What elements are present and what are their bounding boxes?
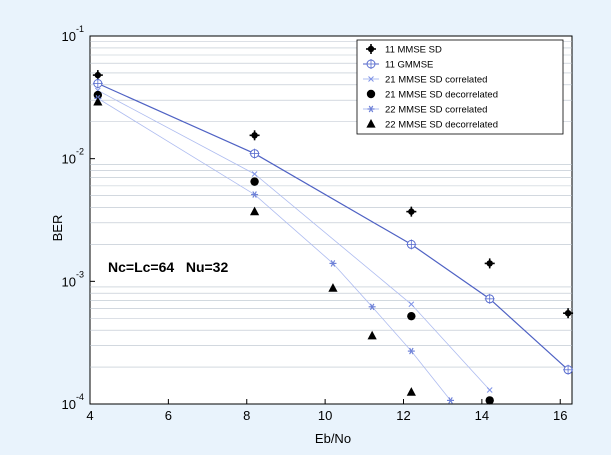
grid-lines	[90, 41, 572, 368]
y-tick-base: 10	[62, 274, 76, 289]
star-marker-arm	[369, 303, 375, 311]
series-line	[97, 98, 451, 401]
star-marker-arm	[409, 347, 414, 355]
data-point	[447, 397, 455, 404]
y-axis-label: BER	[50, 215, 65, 242]
series	[92, 78, 574, 375]
data-point	[329, 260, 337, 267]
star-marker-arm	[448, 397, 453, 404]
y-tick-label: 10-4	[62, 392, 84, 412]
legend-label: 21 MMSE SD decorrelated	[385, 90, 498, 101]
data-point	[368, 76, 374, 82]
data-point	[251, 191, 259, 198]
data-point	[92, 70, 103, 81]
x-tick-label: 12	[396, 408, 410, 423]
data-point	[367, 105, 375, 113]
y-tick-label: 10-2	[62, 147, 84, 167]
y-tick-label: 10-3	[62, 269, 84, 289]
data-point	[368, 303, 376, 311]
x-tick-label: 14	[475, 408, 489, 423]
legend: 11 MMSE SD 11 GMMSE 21 MMSE SD correlated 2…	[356, 39, 564, 135]
data-point	[408, 301, 415, 308]
legend-label: 21 MMSE SD correlated	[385, 75, 487, 86]
y-tick-label: 10-1	[62, 24, 84, 44]
data-point	[406, 206, 417, 217]
data-point	[484, 293, 495, 304]
data-point	[485, 396, 494, 405]
series-layer	[92, 70, 574, 405]
star-marker-arm	[330, 260, 336, 267]
x-tick-label: 10	[318, 408, 332, 423]
series	[93, 96, 416, 396]
legend-label: 22 MMSE SD decorrelated	[385, 120, 498, 131]
legend-label: 22 MMSE SD correlated	[385, 105, 487, 116]
star-marker-arm	[368, 105, 374, 113]
data-point	[406, 239, 417, 250]
data-point	[563, 308, 574, 319]
data-point	[486, 387, 493, 393]
data-point	[563, 364, 574, 375]
y-tick-exponent: -2	[76, 147, 84, 157]
data-point	[366, 119, 376, 128]
data-point	[366, 89, 376, 99]
data-point	[366, 59, 376, 69]
x-marker-b	[251, 171, 258, 177]
legend-label: 11 MMSE SD	[385, 45, 442, 56]
y-tick-exponent: -1	[76, 24, 84, 34]
data-point	[249, 206, 260, 216]
y-tick-base: 10	[62, 397, 76, 412]
data-point	[249, 130, 260, 141]
x-axis-label: Eb/No	[315, 431, 351, 446]
data-point	[407, 311, 416, 321]
data-point	[407, 347, 415, 355]
data-point	[92, 78, 103, 89]
x-marker-b	[408, 301, 415, 308]
series	[92, 70, 574, 319]
legend-label: 11 GMMSE	[385, 60, 433, 71]
data-point	[93, 90, 103, 100]
y-tick-exponent: -3	[76, 269, 84, 279]
data-point	[93, 96, 103, 106]
series	[93, 90, 494, 405]
star-marker-arm	[252, 191, 257, 198]
legend-box	[356, 39, 564, 135]
x-tick-label: 6	[165, 408, 172, 423]
data-point	[250, 177, 259, 186]
chart-annotation: Nc=Lc=64 Nu=32	[108, 259, 228, 275]
x-tick-label: 8	[243, 408, 250, 423]
x-tick-label: 16	[553, 408, 567, 423]
data-point	[367, 330, 377, 340]
data-point	[249, 148, 260, 159]
data-point	[251, 171, 258, 177]
series-line	[97, 90, 491, 391]
x-marker-b	[368, 76, 374, 82]
y-tick-exponent: -4	[76, 392, 84, 402]
y-tick-base: 10	[62, 29, 76, 44]
data-point	[328, 283, 338, 292]
x-tick-label: 4	[86, 408, 93, 423]
y-tick-base: 10	[62, 152, 76, 167]
x-marker-b	[486, 387, 493, 393]
data-point	[366, 44, 376, 54]
data-point	[484, 258, 495, 269]
data-point	[406, 387, 416, 396]
